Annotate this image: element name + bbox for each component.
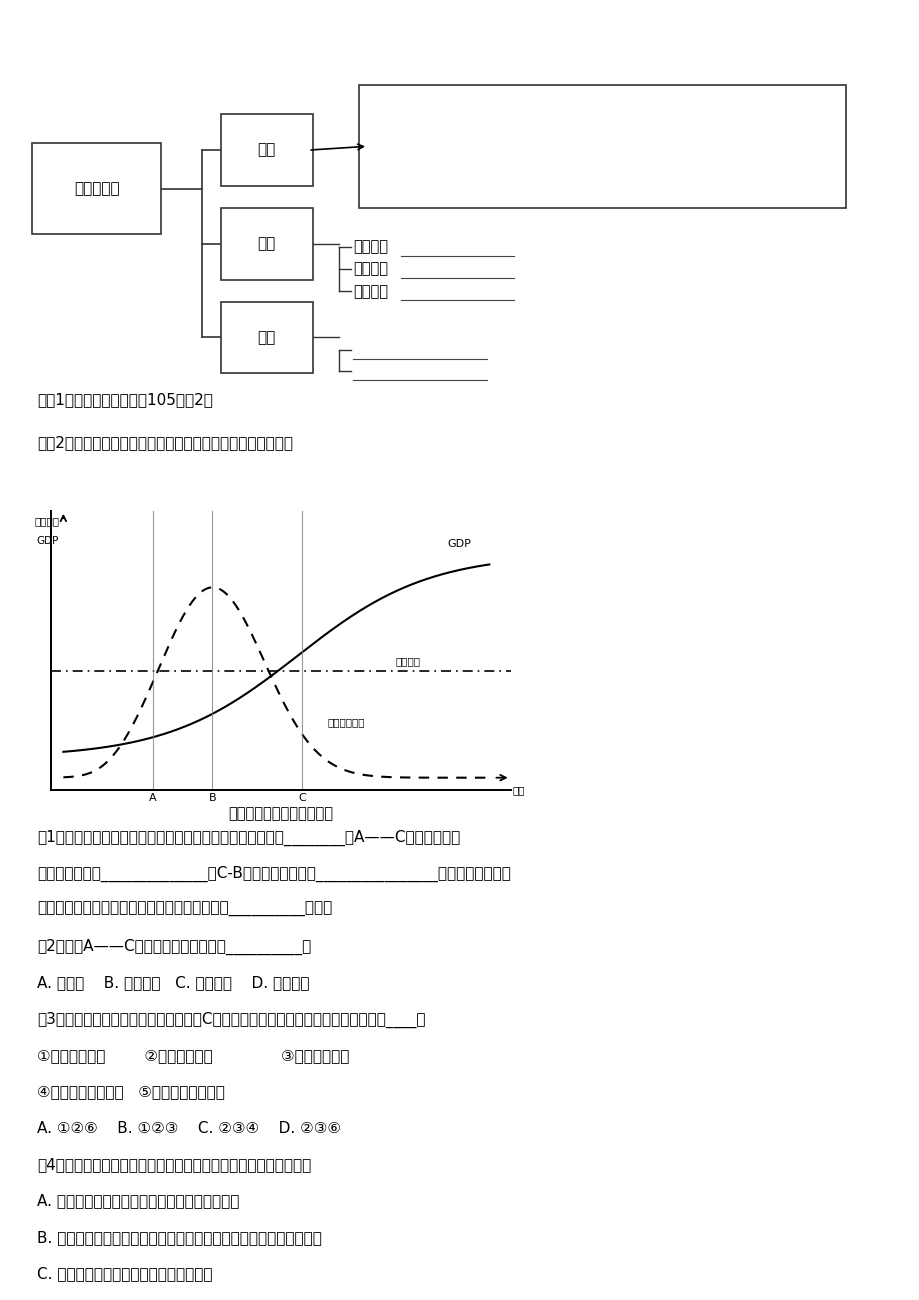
Text: （2）图中A——C阶段的主要产业可能是__________。: （2）图中A——C阶段的主要产业可能是__________。 [37, 939, 311, 954]
FancyBboxPatch shape [221, 114, 312, 186]
Text: （4）在工业发展中我国吸收了发达国家的经验教训，应注意的是：: （4）在工业发展中我国吸收了发达国家的经验教训，应注意的是： [37, 1157, 311, 1173]
Text: （1）图中所示经济发展水平与环境污染程度都较低的时段是________，A——C时段经济发展: （1）图中所示经济发展水平与环境污染程度都较低的时段是________，A——C… [37, 829, 460, 845]
Text: 原则: 原则 [257, 330, 276, 344]
Text: 可持续发展: 可持续发展 [74, 181, 119, 196]
Text: C. 发展清洁生产技术，减少环境污染程度: C. 发展清洁生产技术，减少环境污染程度 [37, 1266, 212, 1282]
Text: 练习1：《过程与方法》第105页地2题: 练习1：《过程与方法》第105页地2题 [37, 393, 212, 408]
Text: 条件是：: 条件是： [353, 261, 388, 277]
Text: 练习2：读「经济发展与环境保护关系示意图，回答下列问题：: 练习2：读「经济发展与环境保护关系示意图，回答下列问题： [37, 436, 292, 451]
Text: A. 核工业    B. 耕作农业   C. 钙铁农业    D. 电子工业: A. 核工业 B. 耕作农业 C. 钙铁农业 D. 电子工业 [37, 975, 309, 991]
Text: A. 要减慢工业发展步伐，降低国民经济发展速度: A. 要减慢工业发展步伐，降低国民经济发展速度 [37, 1193, 239, 1209]
Text: 内涵: 内涵 [257, 237, 276, 251]
Text: C: C [298, 793, 305, 803]
FancyBboxPatch shape [32, 143, 161, 234]
FancyBboxPatch shape [221, 208, 312, 280]
FancyBboxPatch shape [221, 302, 312, 373]
Text: A. ①②⑥    B. ①②③    C. ②③④    D. ②③⑥: A. ①②⑥ B. ①②③ C. ②③④ D. ②③⑥ [37, 1121, 340, 1136]
Text: 目的是：: 目的是： [353, 283, 388, 299]
Text: GDP: GDP [447, 540, 471, 549]
Text: 基础是：: 基础是： [353, 239, 388, 255]
Text: 年份: 年份 [512, 785, 525, 796]
Text: GDP: GDP [37, 537, 59, 546]
Text: 污染程度: 污染程度 [34, 516, 59, 526]
Text: A: A [149, 793, 156, 803]
Text: 环境污染水平: 环境污染水平 [327, 716, 365, 727]
FancyBboxPatch shape [358, 84, 845, 208]
Text: ①增加环保投入        ②工业技术进步              ③产业结构调整: ①增加环保投入 ②工业技术进步 ③产业结构调整 [37, 1048, 349, 1063]
Text: （3）一些发达国家的环境污染水平处于C点以后，环境污染水平不断降低，其原因是____。: （3）一些发达国家的环境污染水平处于C点以后，环境污染水平不断降低，其原因是__… [37, 1011, 425, 1027]
Text: 经济发展与环境关系示意图: 经济发展与环境关系示意图 [228, 806, 333, 822]
Text: 与环境的关系是______________。C-B时段二者的关系是________________。经济不断增长，: 与环境的关系是______________。C-B时段二者的关系是_______… [37, 866, 510, 881]
Text: 环境容量: 环境容量 [395, 656, 420, 666]
Text: 概念: 概念 [257, 143, 276, 157]
Text: ④工业发展迅速减慢   ⑤出现逆城市化现象: ④工业发展迅速减慢 ⑤出现逆城市化现象 [37, 1084, 224, 1100]
Text: B: B [209, 793, 216, 803]
Text: B. 先大力发展经济，有一定资金积累后，再加大环保投入，治理环境: B. 先大力发展经济，有一定资金积累后，再加大环保投入，治理环境 [37, 1230, 322, 1245]
Text: 环境污染程度较低的理想年代，应是图中所示的__________时段。: 环境污染程度较低的理想年代，应是图中所示的__________时段。 [37, 902, 332, 918]
